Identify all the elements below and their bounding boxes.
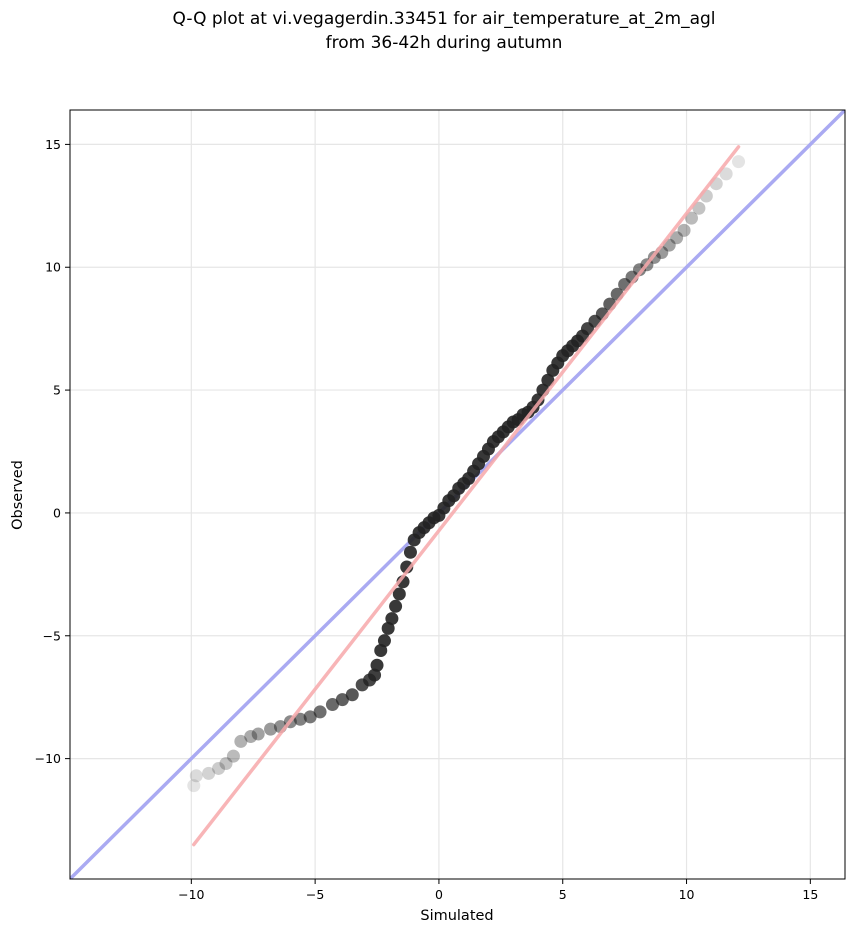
- x-axis-label: Simulated: [420, 908, 493, 924]
- x-tick-label: 0: [435, 887, 443, 902]
- data-point: [189, 769, 203, 783]
- data-point: [389, 599, 403, 613]
- y-tick-label: 10: [45, 260, 61, 275]
- chart-title-line-1: Q-Q plot at vi.vegagerdin.33451 for air_…: [172, 9, 715, 29]
- data-point: [692, 201, 706, 215]
- data-point: [325, 698, 339, 712]
- plot-frame: [69, 109, 846, 880]
- data-point: [684, 211, 698, 225]
- plot-area: [70, 110, 845, 879]
- data-point: [251, 727, 265, 741]
- x-tick-label: 10: [679, 887, 695, 902]
- data-point: [385, 612, 399, 626]
- y-tick-label: 5: [53, 383, 61, 398]
- y-tick-label: 15: [45, 137, 61, 152]
- data-point: [403, 545, 417, 559]
- data-point: [719, 167, 733, 181]
- data-point: [381, 621, 395, 635]
- y-tick-label: −5: [43, 628, 61, 643]
- data-point: [368, 668, 382, 682]
- data-point: [370, 658, 384, 672]
- data-point: [732, 155, 746, 169]
- data-point: [531, 393, 545, 407]
- axis-ticks: −10 −5 0 5 10 15 −10 −5 0 5 10 15: [35, 137, 819, 902]
- data-point: [219, 757, 233, 771]
- y-tick-label: 0: [53, 505, 61, 520]
- data-point: [187, 779, 201, 793]
- data-point: [677, 223, 691, 237]
- chart-title: Q-Q plot at vi.vegagerdin.33451 for air_…: [172, 9, 715, 53]
- data-point: [303, 710, 317, 724]
- data-point: [202, 766, 216, 780]
- grid: [70, 110, 845, 879]
- x-tick-label: 15: [802, 887, 818, 902]
- data-point: [212, 761, 226, 775]
- data-point: [313, 705, 327, 719]
- data-point: [234, 734, 248, 748]
- data-point: [374, 644, 388, 658]
- data-point: [335, 693, 349, 707]
- data-point: [264, 722, 278, 736]
- data-point: [670, 231, 684, 245]
- fit-line: [192, 145, 741, 847]
- data-point: [345, 688, 359, 702]
- y-axis-label: Observed: [10, 460, 26, 530]
- data-point: [541, 373, 555, 387]
- x-tick-label: 5: [559, 887, 567, 902]
- data-point: [244, 730, 258, 744]
- data-point: [226, 749, 240, 763]
- x-tick-label: −10: [178, 887, 204, 902]
- data-point: [392, 587, 406, 601]
- x-tick-label: −5: [306, 887, 324, 902]
- chart-title-line-2: from 36-42h during autumn: [326, 33, 563, 53]
- data-point: [377, 634, 391, 648]
- data-point: [293, 712, 307, 726]
- y-tick-label: −10: [35, 751, 61, 766]
